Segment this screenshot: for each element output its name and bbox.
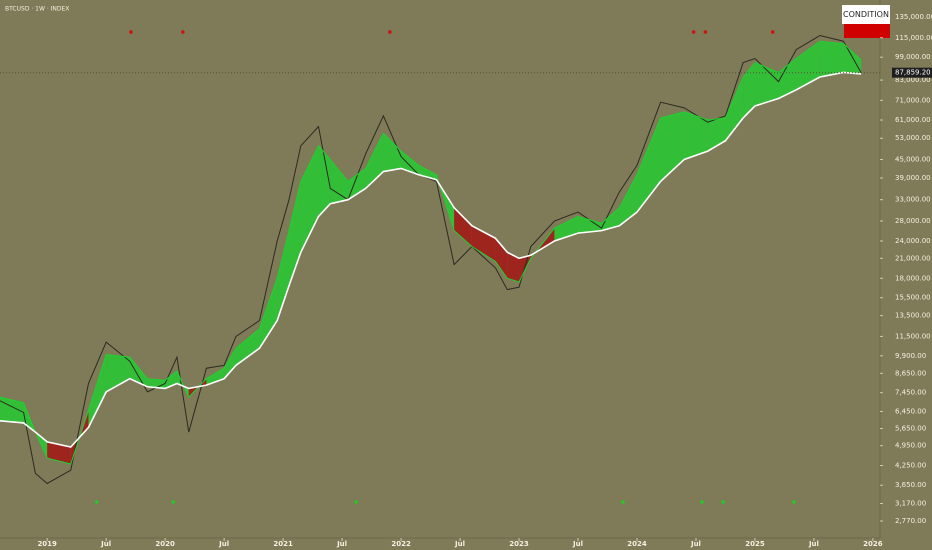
ribbon-segment — [819, 41, 844, 77]
y-tick-label: 53,000.00 — [895, 134, 931, 142]
x-tick-label: Jul — [336, 540, 347, 548]
x-tick-label: 2020 — [155, 540, 175, 548]
signal-dot — [770, 30, 775, 34]
ribbon-segment — [206, 368, 225, 386]
y-tick-label: 13,500.00 — [895, 312, 931, 320]
signal-dot — [621, 500, 625, 504]
y-tick-label: 24,000.00 — [895, 237, 931, 245]
ribbon-segment — [684, 111, 708, 160]
signal-dot — [691, 30, 696, 34]
condition-box — [842, 5, 890, 24]
y-tick-label: 7,450.00 — [895, 389, 926, 397]
y-tick-label: 115,000.00 — [895, 34, 932, 42]
x-tick-label: 2022 — [391, 540, 411, 548]
x-tick-label: Jul — [572, 540, 583, 548]
signal-dot — [700, 500, 704, 504]
ribbon-segment — [578, 216, 602, 234]
x-tick-label: 2019 — [37, 540, 57, 548]
signal-dot — [354, 500, 359, 504]
ribbon-segment — [495, 238, 508, 279]
x-tick-label: 2026 — [863, 540, 883, 548]
y-tick-label: 28,000.00 — [895, 217, 931, 225]
y-tick-label: 3,170.00 — [895, 500, 926, 508]
ribbon-segment — [843, 43, 862, 74]
y-tick-label: 15,500.00 — [895, 294, 931, 302]
x-tick-label: Jul — [808, 540, 819, 548]
y-tick-label: 99,000.00 — [895, 53, 931, 61]
x-tick-label: Jul — [100, 540, 111, 548]
chart-title: BTCUSD · 1W · INDEX — [5, 6, 69, 13]
ribbon-segment — [471, 225, 496, 262]
signal-dot — [721, 500, 725, 504]
signal-dot — [129, 30, 133, 34]
y-tick-label: 5,650.00 — [895, 425, 926, 433]
ribbon-segment — [129, 357, 148, 387]
y-tick-label: 4,250.00 — [895, 462, 926, 470]
condition-label: CONDITION — [843, 10, 889, 19]
x-tick-label: Jul — [454, 540, 465, 548]
signal-dot — [181, 30, 185, 34]
ribbon-segment — [277, 230, 290, 321]
y-tick-label: 4,950.00 — [895, 442, 926, 450]
x-tick-label: 2025 — [745, 540, 765, 548]
signal-dot — [171, 500, 176, 504]
x-tick-label: 2023 — [509, 540, 529, 548]
x-tick-label: Jul — [218, 540, 229, 548]
ribbon-segment — [725, 76, 744, 141]
y-tick-label: 9,900.00 — [895, 352, 926, 360]
last-price-label: 87,859.20 — [895, 69, 931, 77]
ribbon-segment — [47, 441, 71, 464]
y-tick-label: 8,650.00 — [895, 369, 926, 377]
ribbon-segment — [330, 159, 348, 204]
series-line — [0, 40, 862, 465]
signal-dot — [703, 30, 708, 34]
y-tick-label: 11,500.00 — [895, 332, 931, 340]
ribbon-segment — [106, 354, 130, 392]
ribbon-segment — [383, 133, 402, 172]
x-tick-label: Jul — [690, 540, 701, 548]
y-tick-label: 2,770.00 — [895, 517, 926, 525]
ribbon-segment — [318, 145, 331, 217]
y-tick-label: 3,650.00 — [895, 481, 926, 489]
x-tick-label: 2024 — [627, 540, 647, 548]
ribbon-segment — [754, 62, 779, 106]
ribbon-segment — [418, 165, 437, 180]
ribbon-segment — [401, 151, 419, 175]
ribbon-segment — [224, 348, 236, 379]
ribbon-segment — [259, 278, 278, 349]
ribbon-segment — [601, 207, 620, 231]
ribbon-segment — [507, 252, 520, 282]
ribbon-segment — [778, 58, 797, 99]
y-tick-label: 6,450.00 — [895, 407, 926, 415]
ribbon-segment — [347, 168, 366, 200]
y-tick-label: 33,000.00 — [895, 196, 931, 204]
y-tick-label: 21,000.00 — [895, 254, 931, 262]
signal-dot — [94, 500, 99, 504]
ribbon-segment — [300, 145, 319, 253]
ribbon-segment — [796, 41, 820, 90]
y-tick-label: 83,000.00 — [895, 76, 931, 84]
ribbon-segment — [619, 174, 637, 226]
signal-dot — [792, 500, 796, 504]
condition-swatch — [844, 24, 890, 38]
signal-dot — [388, 30, 392, 34]
y-tick-label: 71,000.00 — [895, 96, 931, 104]
ribbon-segment — [235, 328, 260, 366]
y-tick-label: 45,000.00 — [895, 155, 931, 163]
series-line — [0, 71, 862, 448]
y-tick-label: 39,000.00 — [895, 174, 931, 182]
y-tick-label: 18,000.00 — [895, 274, 931, 282]
series-line — [0, 35, 862, 485]
ribbon-segment — [88, 354, 107, 428]
y-tick-label: 61,000.00 — [895, 116, 931, 124]
last-price-box — [892, 67, 932, 78]
ribbon-segment — [454, 207, 472, 247]
x-tick-label: 2021 — [273, 540, 293, 548]
ribbon-segment — [743, 62, 755, 118]
y-tick-label: 135,000.00 — [895, 13, 932, 21]
